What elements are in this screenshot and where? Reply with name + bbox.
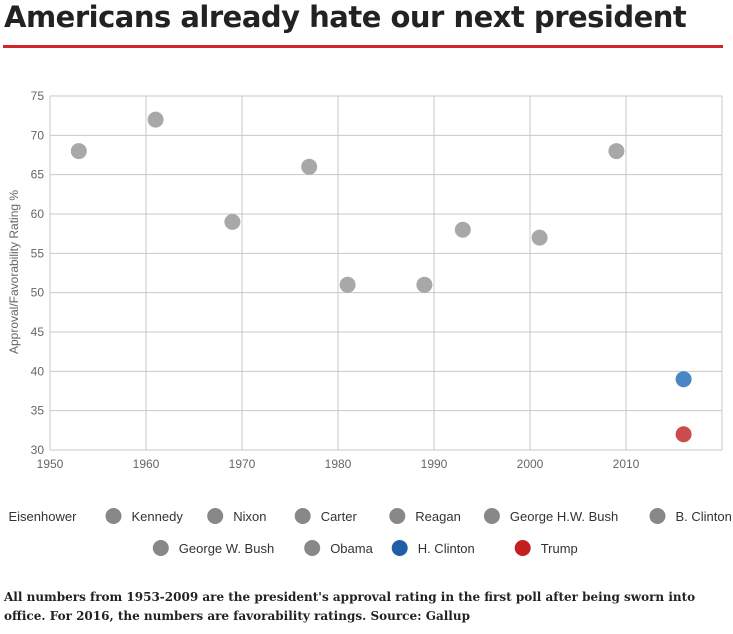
legend-label: Reagan: [415, 509, 461, 524]
title-rule: [3, 45, 723, 48]
data-point: [675, 371, 692, 388]
data-point: [531, 229, 548, 246]
data-point: [416, 276, 433, 293]
x-tick-label: 1950: [37, 457, 64, 471]
y-tick-label: 60: [31, 207, 45, 221]
y-tick-label: 30: [31, 443, 45, 457]
y-tick-label: 55: [31, 246, 45, 260]
data-point: [454, 221, 471, 238]
data-point: [608, 143, 625, 160]
y-tick-label: 35: [31, 404, 45, 418]
y-axis-label: Approval/Favorability Rating %: [7, 190, 21, 354]
legend-swatch: [304, 540, 321, 556]
legend-swatch: [294, 508, 311, 524]
data-point: [147, 111, 164, 128]
legend-swatch: [391, 540, 408, 556]
chart-title: Americans already hate our next presiden…: [4, 0, 687, 34]
legend-label: H. Clinton: [418, 541, 475, 556]
x-axis-ticks: 1950 1960 1970 1980 1990 2000 2010: [37, 457, 640, 471]
scatter-chart: 30 35 40 45 50 55 60 65 70 75 1950 1960 1970 1980 199…: [7, 89, 732, 556]
legend-label: George H.W. Bush: [510, 509, 618, 524]
y-tick-label: 50: [31, 286, 45, 300]
data-point: [339, 276, 356, 293]
legend-label: Trump: [541, 541, 578, 556]
y-tick-label: 65: [31, 168, 45, 182]
legend-label: Nixon: [233, 509, 266, 524]
legend-label: Eisenhower: [9, 509, 78, 524]
legend-label: Kennedy: [132, 509, 184, 524]
y-tick-label: 40: [31, 364, 45, 378]
y-axis-ticks: 30 35 40 45 50 55 60 65 70 75: [31, 89, 45, 457]
legend-swatch: [514, 540, 531, 556]
x-tick-label: 1990: [421, 457, 448, 471]
data-point: [224, 213, 241, 230]
data-point: [675, 426, 692, 443]
legend-label: B. Clinton: [676, 509, 732, 524]
y-tick-label: 45: [31, 325, 45, 339]
legend-label: Obama: [330, 541, 373, 556]
x-tick-label: 2010: [613, 457, 640, 471]
y-tick-label: 70: [31, 128, 45, 142]
legend-label: George W. Bush: [179, 541, 274, 556]
x-tick-label: 1970: [229, 457, 256, 471]
y-tick-label: 75: [31, 89, 45, 103]
grid-lines: [49, 95, 723, 451]
legend: Eisenhower Kennedy Nixon Carter Reagan George…: [9, 508, 732, 556]
legend-swatch: [389, 508, 406, 524]
legend-swatch: [649, 508, 666, 524]
x-tick-label: 1980: [325, 457, 352, 471]
legend-swatch: [207, 508, 224, 524]
legend-label: Carter: [321, 509, 358, 524]
legend-swatch: [152, 540, 169, 556]
legend-swatch: [483, 508, 500, 524]
data-points: [70, 111, 692, 443]
x-tick-label: 1960: [133, 457, 160, 471]
x-tick-label: 2000: [517, 457, 544, 471]
data-point: [301, 158, 318, 175]
footnote: All numbers from 1953-2009 are the presi…: [4, 590, 696, 623]
data-point: [70, 143, 87, 160]
legend-swatch: [105, 508, 122, 524]
